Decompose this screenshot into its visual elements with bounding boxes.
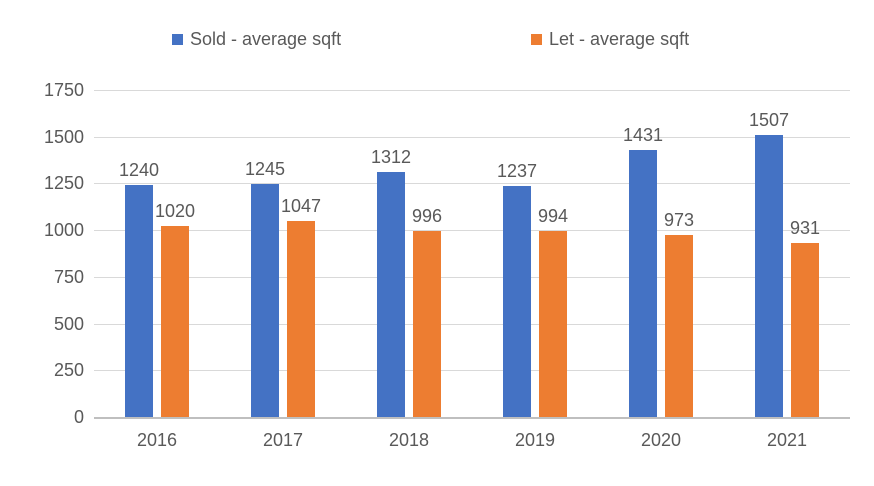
bar-sold-2021[interactable]	[755, 135, 783, 417]
x-axis-tick-2018: 2018	[388, 430, 430, 450]
x-axis-tick-2019: 2019	[514, 430, 556, 450]
gridline-750	[94, 277, 850, 278]
gridline-1500	[94, 137, 850, 138]
bar-sold-2019[interactable]	[503, 186, 531, 417]
y-axis-tick-250: 250	[53, 360, 84, 380]
bar-let-2020[interactable]	[665, 235, 693, 417]
data-label-sold-2021: 1507	[748, 110, 790, 130]
legend-item-let[interactable]: Let - average sqft	[531, 28, 689, 50]
data-label-sold-2020: 1431	[622, 125, 664, 145]
x-axis-tick-2017: 2017	[262, 430, 304, 450]
y-axis-tick-1250: 1250	[43, 173, 84, 193]
chart-legend: Sold - average sqft Let - average sqft	[0, 28, 874, 50]
y-axis-tick-1000: 1000	[43, 220, 84, 240]
data-label-let-2017: 1047	[280, 196, 322, 216]
y-axis-tick-0: 0	[73, 407, 84, 427]
y-axis-tick-1500: 1500	[43, 127, 84, 147]
bar-let-2021[interactable]	[791, 243, 819, 417]
data-label-let-2018: 996	[411, 206, 443, 226]
data-label-let-2016: 1020	[154, 201, 196, 221]
bar-sold-2016[interactable]	[125, 185, 153, 417]
bar-let-2017[interactable]	[287, 221, 315, 417]
data-label-sold-2018: 1312	[370, 147, 412, 167]
data-label-sold-2017: 1245	[244, 159, 286, 179]
bar-sold-2017[interactable]	[251, 184, 279, 417]
gridline-1250	[94, 183, 850, 184]
data-label-sold-2016: 1240	[118, 160, 160, 180]
x-axis-line	[94, 417, 850, 419]
data-label-let-2019: 994	[537, 206, 569, 226]
bar-sold-2018[interactable]	[377, 172, 405, 417]
x-axis-tick-2020: 2020	[640, 430, 682, 450]
legend-label-sold: Sold - average sqft	[190, 28, 342, 49]
gridline-250	[94, 370, 850, 371]
legend-item-sold[interactable]: Sold - average sqft	[172, 28, 341, 50]
y-axis-tick-1750: 1750	[43, 80, 84, 100]
data-label-let-2020: 973	[663, 210, 695, 230]
legend-swatch-sold-icon	[172, 33, 183, 45]
x-axis-tick-2021: 2021	[766, 430, 808, 450]
y-axis-tick-750: 750	[53, 267, 84, 287]
gridline-1750	[94, 90, 850, 91]
bar-let-2018[interactable]	[413, 231, 441, 417]
bar-sold-2020[interactable]	[629, 150, 657, 417]
gridline-500	[94, 324, 850, 325]
y-axis-tick-500: 500	[53, 314, 84, 334]
bar-let-2019[interactable]	[539, 231, 567, 417]
gridline-1000	[94, 230, 850, 231]
data-label-sold-2019: 1237	[496, 161, 538, 181]
data-label-let-2021: 931	[789, 218, 821, 238]
bar-let-2016[interactable]	[161, 226, 189, 417]
legend-label-let: Let - average sqft	[549, 28, 690, 49]
x-axis-tick-2016: 2016	[136, 430, 178, 450]
legend-swatch-let-icon	[531, 33, 542, 45]
